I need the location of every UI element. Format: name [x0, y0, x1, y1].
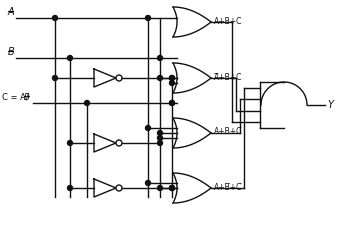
Text: A+B̅+C̅: A+B̅+C̅: [214, 182, 242, 191]
Circle shape: [68, 56, 72, 61]
Text: Y: Y: [327, 100, 333, 110]
Circle shape: [146, 180, 151, 185]
Circle shape: [170, 81, 174, 86]
Circle shape: [170, 76, 174, 81]
Text: C = A/: C = A/: [2, 93, 29, 102]
Circle shape: [170, 185, 174, 191]
Circle shape: [52, 16, 57, 20]
Text: B: B: [8, 47, 15, 57]
Circle shape: [170, 101, 174, 106]
Circle shape: [157, 185, 163, 191]
Circle shape: [170, 101, 174, 106]
Circle shape: [157, 130, 163, 135]
Circle shape: [146, 126, 151, 130]
Circle shape: [157, 76, 163, 81]
Circle shape: [68, 185, 72, 191]
Circle shape: [170, 185, 174, 191]
Text: A̅+B+C: A̅+B+C: [214, 72, 242, 81]
Circle shape: [157, 56, 163, 61]
Circle shape: [170, 76, 174, 81]
Circle shape: [116, 75, 122, 81]
Circle shape: [116, 185, 122, 191]
Circle shape: [116, 140, 122, 146]
Text: A+B+C̅: A+B+C̅: [214, 128, 242, 137]
Text: A: A: [8, 7, 15, 17]
Circle shape: [146, 16, 151, 20]
Circle shape: [85, 101, 89, 106]
Circle shape: [68, 140, 72, 146]
Text: A+B+C: A+B+C: [214, 18, 242, 27]
Circle shape: [157, 135, 163, 140]
Circle shape: [52, 76, 57, 81]
Circle shape: [157, 140, 163, 146]
Text: B: B: [24, 93, 30, 102]
